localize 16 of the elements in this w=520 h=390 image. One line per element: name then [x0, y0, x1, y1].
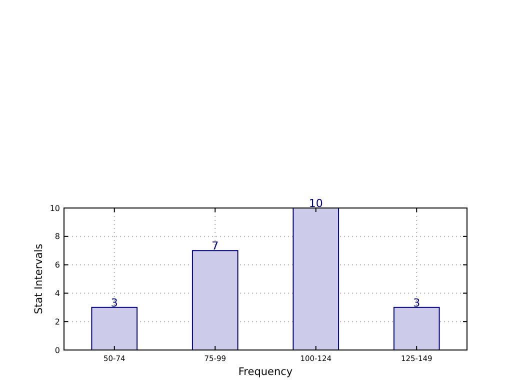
y-tick-label: 8	[54, 232, 60, 242]
bar	[192, 250, 238, 350]
y-tick-label: 6	[54, 260, 60, 270]
data-label: 7	[212, 240, 219, 253]
bar	[292, 208, 340, 350]
x-axis-title: Frequency	[238, 366, 293, 378]
y-tick-label: 4	[54, 289, 60, 298]
bar	[393, 306, 440, 350]
data-label: 3	[413, 296, 420, 310]
y-tick-label: 10	[50, 204, 60, 213]
y-tick-label: 2	[54, 317, 60, 326]
y-tick-label: 0	[54, 346, 60, 355]
y-axis-title: Stat Intervals	[33, 244, 45, 314]
bar	[91, 306, 138, 350]
data-label: 10	[308, 197, 323, 210]
data-label: 3	[110, 296, 118, 310]
